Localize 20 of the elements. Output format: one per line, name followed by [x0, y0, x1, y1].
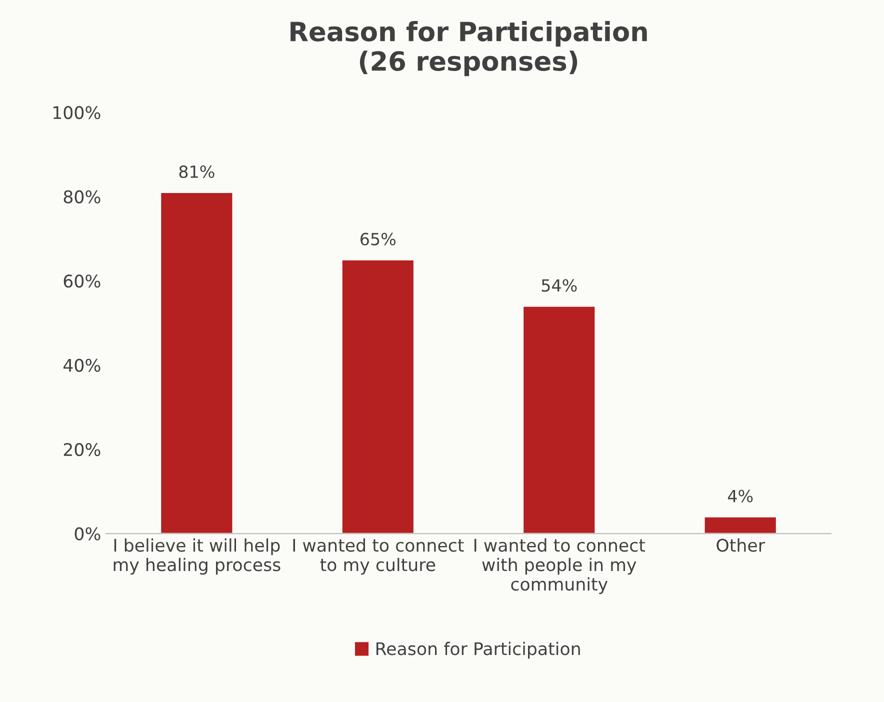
- bar: [160, 192, 234, 534]
- bar: [703, 516, 778, 534]
- x-tick-label: I wanted to connect with people in my community: [474, 538, 646, 594]
- data-label: 54%: [542, 279, 577, 292]
- data-label: 4%: [728, 490, 753, 502]
- data-label: 81%: [179, 165, 214, 178]
- chart-title: Reason for Participation (26 responses): [290, 21, 647, 76]
- y-tick-label: 20%: [64, 442, 100, 456]
- legend-label: Reason for Participation: [376, 642, 580, 659]
- y-tick-label: 60%: [64, 274, 100, 288]
- data-label: 65%: [360, 232, 396, 246]
- y-tick-label: 0%: [74, 527, 100, 540]
- bar: [522, 305, 596, 534]
- x-tick-label: I wanted to connect to my culture: [293, 538, 464, 575]
- y-tick-label: 100%: [53, 106, 100, 120]
- y-tick-label: 80%: [64, 190, 100, 204]
- y-tick-label: 40%: [63, 358, 100, 372]
- bar: [340, 259, 415, 534]
- x-tick-label: I believe it will help my healing process: [114, 538, 280, 575]
- x-tick-label: Other: [716, 538, 765, 552]
